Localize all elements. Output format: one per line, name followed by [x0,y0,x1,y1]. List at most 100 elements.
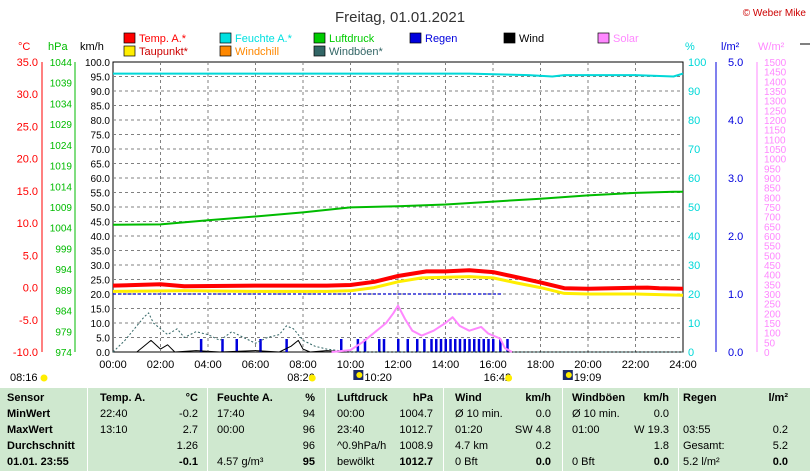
temp-tick-label: 30.0 [17,89,38,101]
rain-bar [458,339,462,352]
press-tick-label: 989 [55,286,72,297]
table-header-cell: km/h [525,392,551,404]
rain-tick-label: 3.0 [728,173,743,185]
hum-tick-label: 30 [688,260,700,272]
table-divider [87,388,88,471]
table-cell: 1008.9 [399,440,433,452]
table-divider [325,388,326,471]
table-cell: 0.0 [653,408,669,420]
rain-bar [454,339,457,352]
table-cell: 1.8 [653,440,669,452]
chart-axes: 00:00 02:00 04:00 06:00 08:00 10:00 12:00 14:00… [13,41,810,371]
time-marker-label: 08:16 [10,372,38,384]
legend-swatch [313,45,326,57]
series-feuchte-a- [113,72,684,78]
hum-unit: % [685,41,695,53]
x-tick-label: 12:00 [384,359,412,371]
legend-swatch [313,32,326,44]
solar-tick-label: 150 [764,319,781,330]
rain-bar [199,339,203,352]
table-cell: -0.1 [179,456,198,468]
table-header-cell: % [305,392,315,404]
table-cell: 03:55 [683,424,711,436]
wind-tick-label: 75.0 [91,131,111,142]
solar-tick-label: 750 [764,203,781,214]
table-cell: 96 [302,440,315,452]
sun-icon [308,374,316,382]
solar-unit: W/m² [758,41,785,53]
table-cell: SW 4.8 [514,424,551,436]
table-cell: 4.7 km [455,440,489,452]
stats-table: Sensor Temp. A. °C Feuchte A.% Luftdruck hPa W… [0,388,810,471]
wind-tick-label: 10.0 [91,319,111,330]
rain-bar [416,339,419,352]
temp-tick-label: 5.0 [23,250,38,262]
table-divider [443,388,444,471]
solar-tick-label: 0 [764,348,770,359]
table-cell: 5.2 l/m² [683,456,720,468]
wind-tick-label: 60.0 [91,174,111,185]
solar-tick-label: 300 [764,290,781,301]
press-tick-label: 1029 [50,120,73,131]
rain-bar [482,339,485,352]
table-cell: 4.57 g/m³ [217,456,264,468]
rain-tick-label: 4.0 [728,115,743,127]
table-cell: 22:40 [100,408,128,420]
rain-bar [499,339,502,352]
table-header-cell: km/h [643,392,669,404]
table-divider [207,388,208,471]
table-cell: 0.2 [772,424,788,436]
temp-unit: °C [18,41,30,53]
x-tick-label: 16:00 [479,359,507,371]
table-cell: 1004.7 [399,408,433,420]
moon-icon [565,372,572,378]
press-tick-label: 1024 [50,141,73,152]
temp-tick-label: 0.0 [23,283,38,295]
series-solar [331,304,513,353]
wind-tick-label: 55.0 [91,189,111,200]
weather-chart: 00:00 02:00 04:00 06:00 08:00 10:00 12:00 14:00… [10,8,810,384]
wind-tick-label: 90.0 [91,87,111,98]
series-temp-a- [112,268,684,291]
press-tick-label: 1014 [50,182,73,193]
wind-tick-label: 40.0 [91,232,111,243]
press-tick-label: 984 [55,307,72,318]
table-cell: 2.7 [182,424,198,436]
chart-title: Freitag, 01.01.2021 [335,9,465,26]
table-header-cell: Feuchte A. [217,392,273,404]
solar-tick-label: 1200 [764,116,787,127]
wind-tick-label: 50.0 [91,203,111,214]
wind-unit: km/h [80,41,104,53]
wind-tick-label: 15.0 [91,305,111,316]
table-cell: 5.2 [772,440,788,452]
rain-bar [430,339,433,352]
solar-tick-label: 400 [764,271,781,282]
press-tick-label: 994 [55,265,72,276]
solar-tick-label: 950 [764,164,781,175]
legend-swatch [219,32,232,44]
rain-bar [378,339,381,352]
legend-label: Taupunkt* [139,46,189,58]
table-header-cell: l/m² [768,392,788,404]
rain-bar [439,339,443,352]
table-header-cell: Luftdruck [337,392,388,404]
solar-tick-label: 1050 [764,145,787,156]
rain-bar [363,339,367,352]
moon-icon [356,372,363,378]
table-cell: 01:20 [455,424,483,436]
temp-tick-label: 25.0 [17,121,38,133]
solar-tick-label: 850 [764,184,781,195]
table-cell: 95 [302,456,315,468]
solar-tick-label: 1100 [764,135,786,146]
press-tick-label: 1039 [50,79,73,90]
wind-tick-label: 85.0 [91,102,111,113]
rain-bar [397,339,400,352]
rain-bar [468,339,471,352]
legend-swatch [219,45,232,57]
table-cell: 0.0 [535,408,551,420]
table-cell: 00:00 [337,408,365,420]
table-cell: 96 [302,424,315,436]
solar-tick-label: 500 [764,251,781,262]
x-tick-label: 10:00 [337,359,365,371]
rain-bar [492,339,495,352]
